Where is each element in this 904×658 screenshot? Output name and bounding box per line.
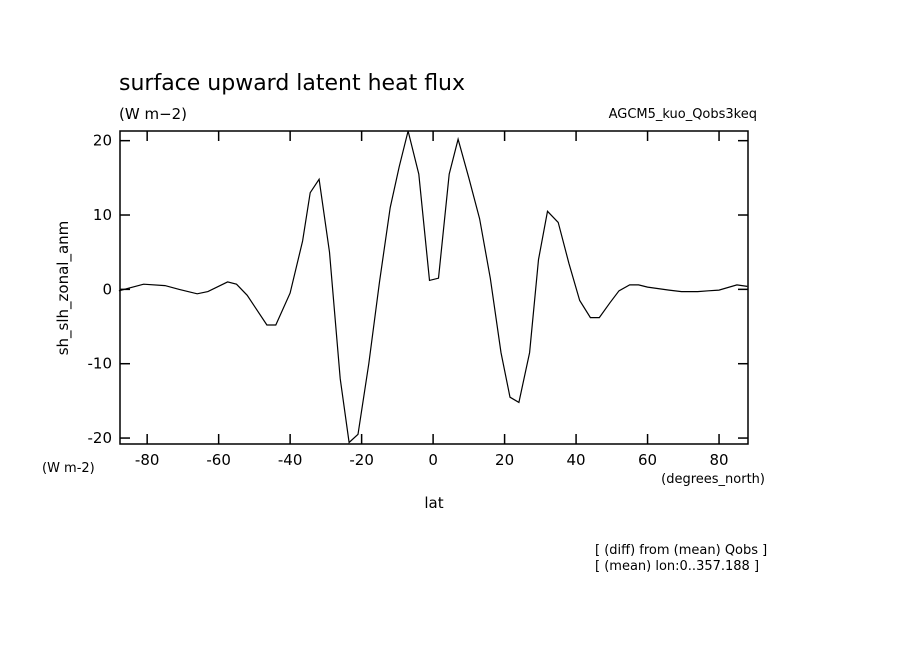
x-tick-label: 0 [428,451,438,469]
y-axis-label: sh_slh_zonal_anm [54,221,73,356]
subtitle: (W m−2) [119,105,187,123]
x-tick-label: 40 [567,451,586,469]
data-line [118,130,748,444]
x-tick-label: -80 [135,451,160,469]
x-tick-label: -40 [278,451,303,469]
x-axis-label: lat [424,494,443,512]
run-label: AGCM5_kuo_Qobs3keq [609,107,757,122]
note: [ (mean) lon:0..357.188 ] [595,559,759,574]
plot-frame [119,130,749,445]
note: [ (diff) from (mean) Qobs ] [595,543,767,558]
y-tick-label: -10 [88,355,113,373]
x-tick-label: 20 [495,451,514,469]
x-unit: (degrees_north) [661,472,765,487]
y-tick-label: -20 [88,429,113,447]
y-tick-label: 20 [93,132,112,150]
y-tick-label: 10 [93,206,112,224]
x-tick-label: -20 [349,451,374,469]
y-tick-label: 0 [102,280,112,298]
x-tick-label: 80 [710,451,729,469]
y-unit: (W m-2) [42,461,95,476]
chart-title: surface upward latent heat flux [119,71,465,96]
x-tick-label: 60 [638,451,657,469]
x-tick-label: -60 [206,451,231,469]
